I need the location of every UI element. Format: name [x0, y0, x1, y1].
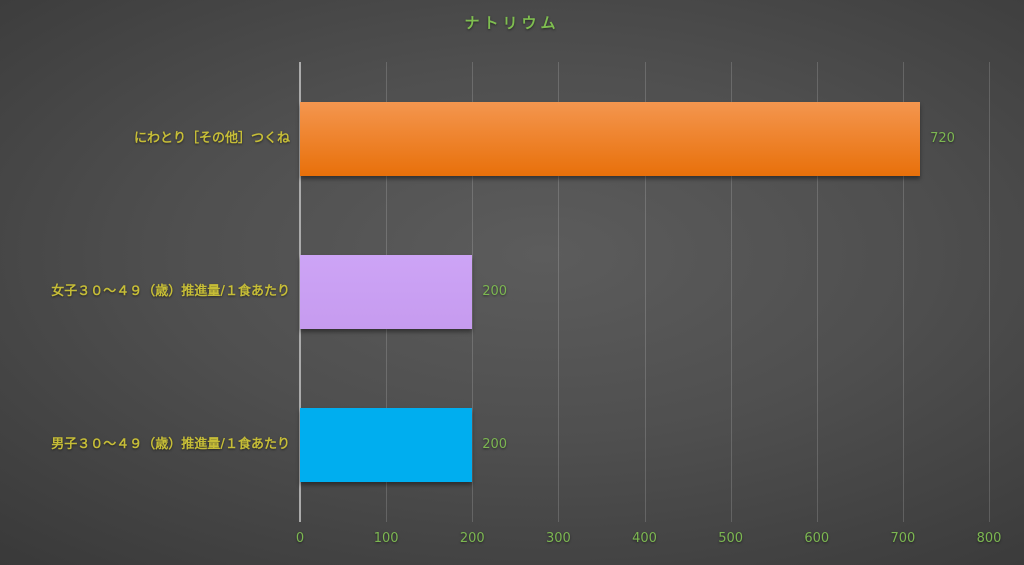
value-label-1: 200 — [482, 284, 508, 299]
x-tick-label-500: 500 — [718, 531, 744, 546]
category-label-1: 女子３０～４９（歳）推進量/１食あたり — [51, 284, 290, 299]
x-tick-label-100: 100 — [373, 531, 399, 546]
value-label-2: 200 — [482, 437, 508, 453]
x-tick-label-400: 400 — [632, 531, 657, 546]
x-tick-label-0: 0 — [295, 531, 305, 546]
x-tick-label-800: 800 — [976, 531, 1002, 546]
gridline-700 — [902, 62, 904, 522]
gridline-300 — [558, 62, 560, 522]
x-tick-label-200: 200 — [459, 531, 485, 546]
bar-series-1 — [300, 255, 473, 329]
value-label-0: 720 — [930, 130, 955, 146]
x-tick-label-700: 700 — [890, 531, 916, 546]
x-tick-label-300: 300 — [545, 531, 571, 546]
gridline-800 — [989, 62, 990, 522]
bar-series-0 — [300, 101, 921, 176]
bar-series-2 — [300, 408, 473, 483]
chart-title: ナトリウム — [464, 14, 560, 32]
gridline-500 — [730, 62, 732, 522]
x-tick-label-600: 600 — [804, 531, 830, 546]
gridline-200 — [472, 62, 474, 522]
category-label-0: にわとり［その他］つくね — [133, 130, 290, 146]
gridline-600 — [816, 62, 818, 522]
gridline-400 — [644, 62, 646, 522]
category-label-2: 男子３０～４９（歳）推進量/１食あたり — [51, 437, 290, 453]
plot-area — [299, 62, 990, 522]
